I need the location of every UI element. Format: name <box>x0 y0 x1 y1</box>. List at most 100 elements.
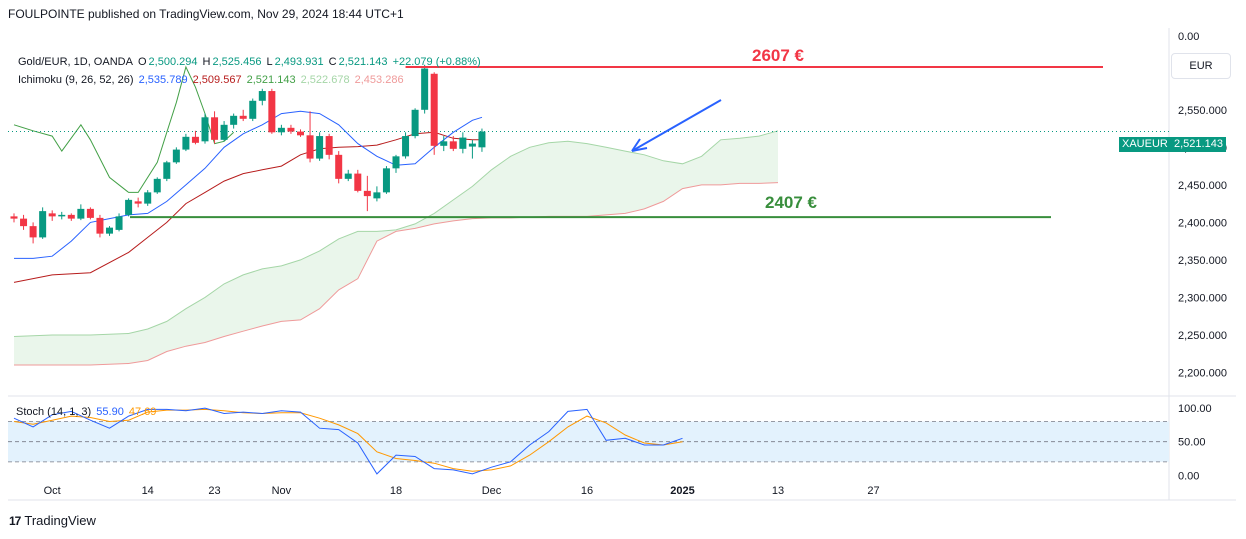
candle-body <box>258 91 266 101</box>
candle-body <box>134 201 142 204</box>
brand-name: TradingView <box>24 513 96 528</box>
candle-body <box>172 149 180 163</box>
candle-body <box>430 73 438 146</box>
candle-body <box>77 208 85 219</box>
candle-body <box>306 135 314 159</box>
ichimoku-label: Ichimoku (9, 26, 52, 26) <box>18 74 134 86</box>
candle-body <box>96 217 104 234</box>
ichimoku-legend: Ichimoku (9, 26, 52, 26) 2,535.789 2,509… <box>18 74 406 86</box>
candle-body <box>230 115 238 125</box>
stoch-d-line <box>13 408 683 472</box>
candle-body <box>211 117 219 140</box>
time-tick-label: Nov <box>272 485 292 497</box>
time-tick-label: 13 <box>772 485 784 497</box>
candle-body <box>220 124 228 140</box>
base-line <box>13 131 482 283</box>
candle-body <box>163 162 171 179</box>
stoch-label: Stoch (14, 1, 3) <box>16 406 92 418</box>
ichimoku-span-b: 2,453.286 <box>354 74 404 86</box>
low-value: 2,493.931 <box>274 56 324 68</box>
candle-body <box>29 226 37 238</box>
stoch-tick-label: 0.00 <box>1178 470 1199 482</box>
ichimoku-span-a: 2,522.678 <box>300 74 350 86</box>
stoch-tick-label: 100.00 <box>1178 403 1212 415</box>
candle-body <box>402 136 410 157</box>
price-tick-label: 2,250.000 <box>1178 330 1227 342</box>
time-tick-label: 23 <box>208 485 220 497</box>
leading-span-b-line <box>14 182 779 366</box>
symbol-name: Gold/EUR, 1D, OANDA <box>18 56 133 68</box>
time-tick-label: 18 <box>390 485 402 497</box>
last-price-tag: 2,521.143 <box>1171 137 1226 152</box>
candle-body <box>287 127 295 132</box>
publish-header: FOULPOINTE published on TradingView.com,… <box>8 7 404 21</box>
tradingview-logo-icon: 17 <box>9 513 21 528</box>
open-value: 2,500.294 <box>148 56 198 68</box>
stoch-k-value: 55.90 <box>96 406 124 418</box>
conversion-line <box>14 110 483 259</box>
time-tick-label: 16 <box>581 485 593 497</box>
candle-body <box>48 213 56 217</box>
close-value: 2,521.143 <box>338 56 388 68</box>
candle-body <box>125 199 133 215</box>
tradingview-footer[interactable]: 17 TradingView <box>9 513 96 528</box>
candle-body <box>182 136 190 150</box>
symbol-price-tag-label: XAUEUR <box>1119 137 1171 152</box>
close-label: C <box>328 56 337 68</box>
candle-body <box>459 137 467 149</box>
support-label: 2407 € <box>765 193 818 212</box>
high-value: 2,525.456 <box>212 56 262 68</box>
ichimoku-lagging: 2,521.143 <box>246 74 296 86</box>
chart-grid <box>8 28 1236 501</box>
arrow-head-icon <box>631 138 648 152</box>
candle-body <box>478 131 486 148</box>
cloud-fill <box>14 130 778 365</box>
high-label: H <box>202 56 211 68</box>
price-tick-label: 2,550.000 <box>1178 105 1227 117</box>
candle-body <box>268 91 276 133</box>
candle-body <box>440 141 448 146</box>
time-tick-label: 2025 <box>670 485 694 497</box>
candle-body <box>297 131 304 136</box>
stoch-legend: Stoch (14, 1, 3) 55.90 47.69 <box>16 406 158 418</box>
ichimoku-cloud <box>13 130 779 366</box>
price-tick-label: 2,350.000 <box>1178 255 1227 267</box>
candle-body <box>316 136 324 159</box>
candle-body <box>449 141 457 149</box>
candle-body <box>325 136 333 155</box>
candle-body <box>249 100 257 119</box>
ichimoku-base: 2,509.567 <box>192 74 242 86</box>
candle-body <box>67 214 75 219</box>
stoch-band <box>8 421 1169 462</box>
candle-body <box>354 173 362 191</box>
leading-span-a-line <box>13 130 779 337</box>
candle-body <box>277 127 285 133</box>
candle-body <box>201 117 209 142</box>
ichimoku-conversion: 2,535.789 <box>138 74 188 86</box>
candle-body <box>191 136 199 143</box>
candlestick-series <box>10 64 486 244</box>
candle-body <box>10 216 18 219</box>
time-tick-label: 14 <box>142 485 154 497</box>
low-label: L <box>266 56 273 68</box>
price-tick-label: 2,450.000 <box>1178 180 1227 192</box>
stoch-tick-label: 50.00 <box>1178 437 1206 449</box>
stochastic-pane <box>8 407 1169 475</box>
time-tick-label: 27 <box>867 485 879 497</box>
time-tick-label: Dec <box>482 485 502 497</box>
candle-body <box>335 154 343 179</box>
stoch-k-line <box>13 407 683 475</box>
change-value: +22.079 (+0.88%) <box>392 56 481 68</box>
open-label: O <box>137 56 147 68</box>
candle-body <box>411 109 419 137</box>
candle-body <box>20 218 28 227</box>
currency-button[interactable]: EUR <box>1171 53 1231 79</box>
candle-body <box>344 173 352 179</box>
candle-body <box>421 68 429 110</box>
candle-body <box>39 211 47 238</box>
price-tick-label: 2,400.000 <box>1178 217 1227 229</box>
stoch-d-value: 47.69 <box>128 406 157 418</box>
price-tick-label: 2,300.000 <box>1178 292 1227 304</box>
candle-body <box>373 192 381 199</box>
